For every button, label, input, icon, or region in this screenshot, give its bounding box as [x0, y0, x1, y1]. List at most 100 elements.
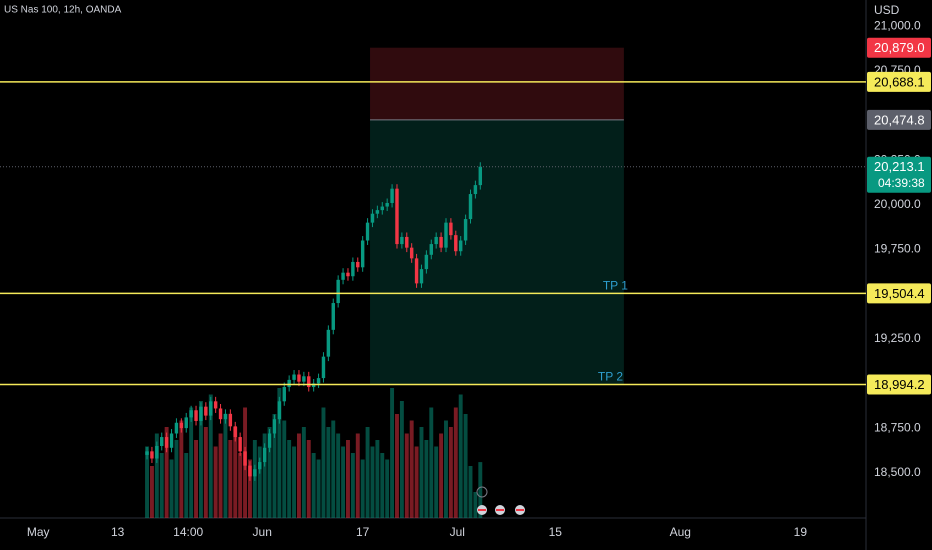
volume-bar [395, 414, 399, 518]
volume-bar [228, 440, 233, 518]
volume-bar [444, 420, 448, 518]
x-tick-label: May [27, 525, 50, 539]
candle-body [253, 469, 257, 477]
candle-body [204, 406, 208, 416]
candle-body [458, 240, 463, 252]
candle-body [336, 279, 340, 304]
candle-body [287, 379, 291, 388]
candle-body [375, 210, 380, 214]
volume-bar [233, 427, 238, 518]
price-tag [867, 71, 931, 92]
volume-bar [301, 427, 306, 518]
volume-bar [434, 446, 439, 518]
candle-body [164, 437, 169, 448]
volume-bar [213, 446, 218, 518]
candle-body [160, 437, 164, 446]
candle-body [444, 222, 448, 248]
volume-bar [184, 453, 189, 518]
candle-body [277, 401, 282, 420]
x-tick-label: Jun [253, 525, 272, 539]
candle-body [346, 272, 350, 277]
volume-bar [448, 427, 453, 518]
volume-bar [370, 446, 375, 518]
candle-body [258, 462, 262, 470]
volume-bar [326, 427, 331, 518]
candle-body [380, 206, 384, 211]
candle-body [434, 236, 438, 245]
volume-bar [350, 453, 355, 518]
candle-body [223, 413, 228, 420]
price-tag [867, 37, 931, 58]
price-tag-label: 20,879.0 [874, 40, 925, 55]
candle-body [360, 240, 365, 268]
volume-bar [169, 459, 174, 518]
candle-body [267, 433, 272, 448]
candle-body [419, 269, 424, 284]
candle-body [409, 247, 414, 259]
volume-bar [453, 407, 458, 518]
candle-body [473, 185, 478, 195]
price-tag [867, 374, 931, 395]
candle-body [463, 219, 468, 241]
candle-body [194, 410, 198, 421]
candle-body [155, 445, 159, 459]
y-tick-label: 19,250.0 [874, 331, 921, 345]
candle-body [365, 222, 370, 241]
volume-bar [375, 440, 380, 518]
volume-bar [203, 427, 208, 518]
volume-bar [439, 433, 444, 518]
candle-body [292, 374, 296, 380]
candle-body [478, 166, 483, 186]
y-tick-label: 20,000.0 [874, 197, 921, 211]
candle-body [316, 378, 321, 384]
candle-body [468, 194, 473, 220]
y-tick-label: 18,750.0 [874, 420, 921, 434]
target-zone [370, 119, 624, 385]
candle-body [390, 188, 394, 203]
candle-body [429, 244, 433, 255]
annotation: TP 1 [603, 278, 628, 292]
volume-bar [164, 427, 169, 518]
candle-body [351, 261, 355, 277]
candle-body [297, 374, 301, 382]
volume-bar [287, 440, 292, 518]
volume-bar [247, 459, 252, 518]
volume-bar [409, 420, 414, 518]
candle-body [414, 258, 419, 284]
volume-bar [473, 492, 478, 518]
price-tag-label: 20,688.1 [874, 74, 925, 89]
candle-body [218, 408, 223, 420]
x-tick-label: Jul [450, 525, 465, 539]
volume-bar [292, 446, 297, 518]
candle-body [326, 329, 331, 357]
volume-bar [282, 420, 287, 518]
price-tag-label: 20,213.1 [874, 159, 925, 174]
volume-bar [223, 414, 228, 518]
candle-body [282, 387, 286, 402]
currency-box[interactable] [868, 2, 930, 20]
volume-bar [331, 420, 336, 518]
volume-bar [458, 394, 463, 518]
volume-bar [238, 453, 243, 518]
candle-body [454, 235, 458, 252]
x-tick-label: 15 [549, 525, 563, 539]
candle-body [150, 451, 154, 459]
volume-bar [208, 394, 213, 518]
candle-body [228, 413, 233, 427]
volume-bar [380, 453, 385, 518]
candle-body [243, 451, 247, 466]
event-icons[interactable] [476, 486, 525, 515]
candle-body [238, 437, 242, 452]
candle-body [145, 451, 149, 455]
price-tag [867, 109, 931, 130]
price-tag [867, 283, 931, 304]
price-tag-label: 20,474.8 [874, 112, 925, 127]
y-tick-label: 19,750.0 [874, 242, 921, 256]
volume-bar [198, 401, 203, 518]
volume-bar [478, 462, 483, 518]
candle-body [213, 401, 218, 409]
currency[interactable]: USD [874, 3, 900, 17]
volume-bar [262, 433, 267, 518]
